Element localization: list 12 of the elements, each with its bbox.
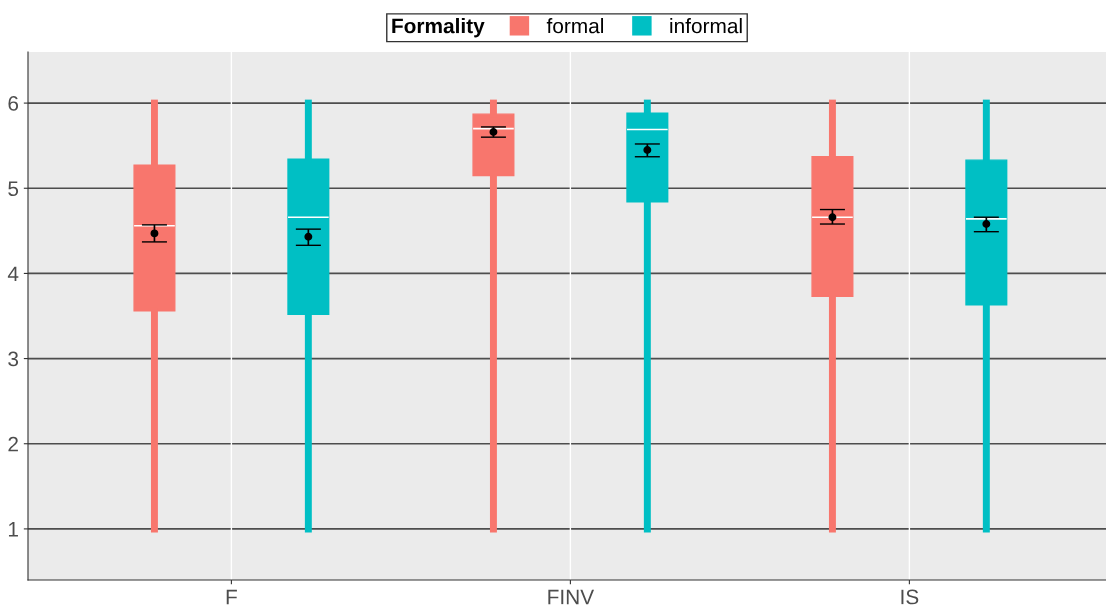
y-tick-label: 6 [8,96,19,111]
y-tick-label: 3 [8,351,19,367]
y-tick-label: 1 [8,522,18,537]
legend-label: formal [546,18,603,34]
y-tick-label: 5 [8,181,19,197]
legend-title: Formality [392,18,485,38]
legend-label: informal [670,18,742,34]
x-tick-label: F [226,589,237,605]
x-tick-label: FINV [548,589,595,605]
y-tick-label: 4 [7,266,19,281]
y-tick-label: 2 [8,436,18,452]
x-tick-label: IS [901,589,919,605]
